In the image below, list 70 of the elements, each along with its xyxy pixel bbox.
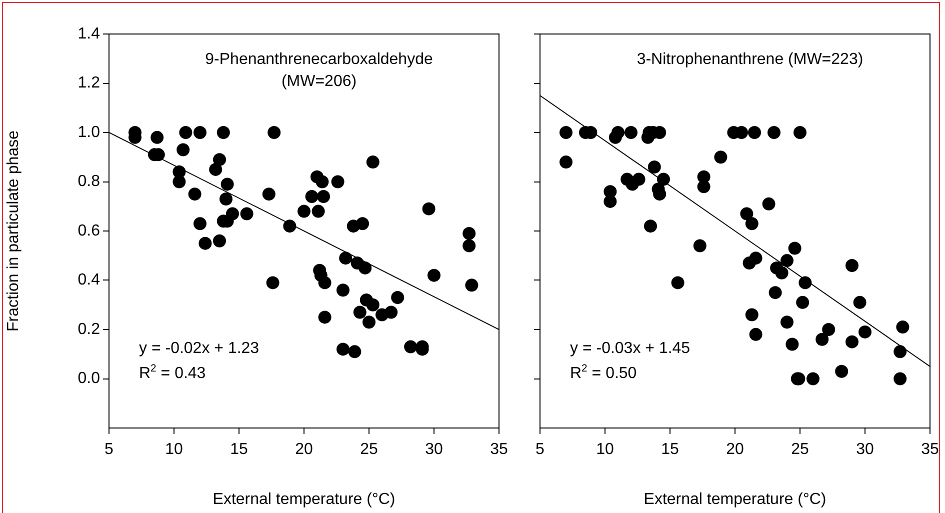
point <box>806 372 820 386</box>
point <box>780 254 794 268</box>
point <box>768 126 780 139</box>
annotation: y = -0.02x + 1.23 <box>139 340 260 357</box>
x-tick-label: 10 <box>165 441 183 458</box>
point <box>894 345 907 358</box>
x-tick-label: 15 <box>230 441 248 458</box>
y-tick-label: 0.6 <box>78 222 100 240</box>
point <box>794 126 806 139</box>
point <box>858 325 872 338</box>
point <box>786 338 799 351</box>
x-tick-label: 35 <box>490 441 508 458</box>
x-tick-label: 5 <box>104 441 114 458</box>
y-axis-title: Fraction in particulate phase <box>5 130 22 332</box>
x-tick-label: 15 <box>661 441 679 458</box>
point <box>835 364 848 378</box>
x-tick-label: 30 <box>425 441 443 458</box>
point <box>745 217 758 230</box>
point <box>740 207 754 220</box>
y-tick-label: 0.2 <box>78 320 100 338</box>
point <box>748 126 761 139</box>
x-tick-label: 10 <box>596 441 614 458</box>
point <box>780 316 794 329</box>
point <box>604 194 617 208</box>
y-tick-label: 0.4 <box>78 272 100 289</box>
point <box>644 220 657 233</box>
x-tick-label: 20 <box>295 441 313 458</box>
text: 3-Nitrophenanthrene (MW=223) <box>636 51 864 68</box>
point <box>816 332 829 346</box>
x-axis-title: External temperature (°C) <box>212 490 396 508</box>
point <box>853 296 866 309</box>
x-axis-title: External temperature (°C) <box>644 490 826 508</box>
x-tick-label: 25 <box>360 441 378 458</box>
point <box>693 239 706 252</box>
point <box>846 258 858 272</box>
x-tick-label: 25 <box>791 441 809 458</box>
y-tick-label: 0.0 <box>78 370 100 388</box>
x-tick-label: 5 <box>536 441 545 458</box>
point <box>697 180 710 194</box>
x-tick-label: 30 <box>856 441 874 458</box>
point <box>768 286 782 300</box>
point <box>775 266 788 280</box>
point <box>788 242 802 255</box>
x-tick-label: 20 <box>726 441 744 458</box>
point <box>894 372 907 386</box>
point <box>798 276 812 290</box>
point <box>612 126 624 139</box>
point <box>749 252 762 265</box>
annotation: y = -0.03x + 1.45 <box>570 340 690 357</box>
point <box>762 197 776 210</box>
x-tick-label: 35 <box>921 441 939 458</box>
point <box>796 296 810 309</box>
point <box>745 308 758 322</box>
point <box>822 323 836 336</box>
point <box>846 335 858 348</box>
point <box>714 150 728 164</box>
point <box>632 172 646 186</box>
point <box>896 320 910 334</box>
point <box>560 156 572 169</box>
point <box>671 276 684 290</box>
point <box>749 328 762 341</box>
y-tick-label: 1.2 <box>78 74 100 92</box>
point <box>648 160 661 174</box>
y-tick-label: 0.8 <box>78 173 100 190</box>
y-tick-label: 1.0 <box>78 124 100 141</box>
point <box>624 126 638 139</box>
text: 9-Phenanthrenecarboxaldehyde (MW=206) <box>205 51 433 90</box>
y-tick-label: 1.4 <box>78 25 100 42</box>
point <box>657 172 670 186</box>
point <box>560 126 572 139</box>
